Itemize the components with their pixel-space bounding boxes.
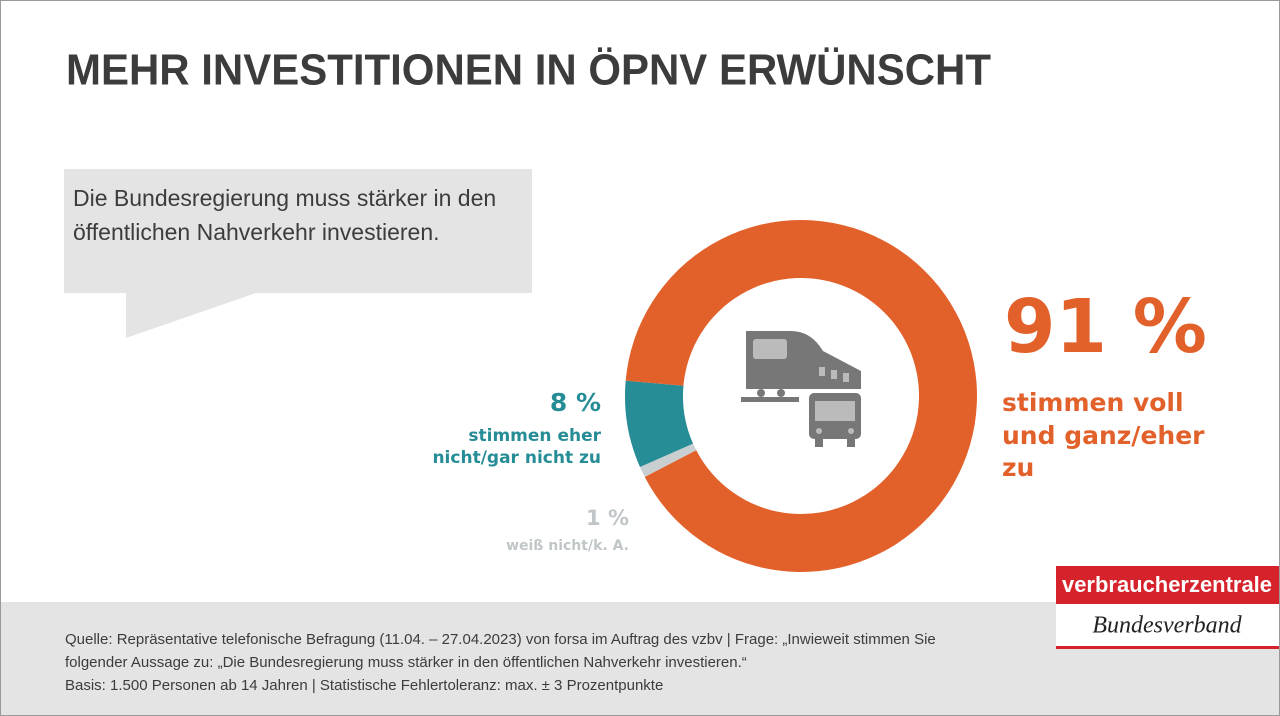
category-label: stimmen voll und ganz/eher zu: [1002, 388, 1205, 482]
transport-icon: [741, 331, 861, 447]
donut-segment: [639, 443, 697, 477]
donut-segment: [625, 380, 694, 468]
source-line: folgender Aussage zu: „Die Bundesregieru…: [65, 654, 747, 671]
source-line: Quelle: Repräsentative telefonische Befr…: [65, 631, 936, 648]
logo-box: [1056, 604, 1279, 649]
logo-line: [1056, 646, 1279, 649]
donut-segment: [625, 220, 977, 573]
speech-bubble: [64, 169, 532, 338]
category-label: weiß nicht/k. A.: [506, 538, 629, 554]
logo-text: Bundesverband: [1092, 613, 1242, 639]
statement: Die Bundesregierung muss stärker in den …: [73, 185, 497, 245]
value-label: 91 %: [1004, 284, 1207, 370]
logo-box: [1056, 566, 1279, 604]
source-line: Basis: 1.500 Personen ab 14 Jahren | Sta…: [65, 677, 664, 694]
category-label: stimmen eher nicht/gar nicht zu: [432, 426, 601, 469]
logo-text: verbraucherzentrale: [1062, 572, 1272, 597]
value-label: 1 %: [586, 506, 629, 530]
chart-title: MEHR INVESTITIONEN IN ÖPNV ERWÜNSCHT: [66, 46, 991, 95]
value-label: 8 %: [549, 388, 601, 417]
